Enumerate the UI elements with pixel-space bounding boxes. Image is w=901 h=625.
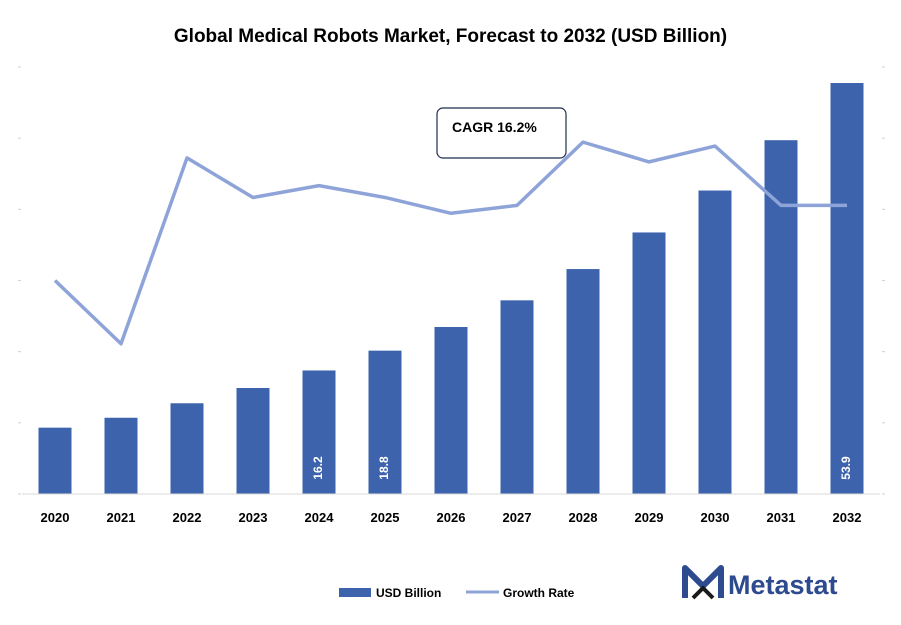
x-tick-label: 2026 xyxy=(437,510,466,525)
legend-label-usd-billion: USD Billion xyxy=(376,586,441,600)
cagr-annotation: CAGR 16.2% xyxy=(436,107,567,159)
x-tick-label: 2023 xyxy=(239,510,268,525)
bar-2028 xyxy=(566,269,600,494)
bar-2031 xyxy=(764,140,798,494)
data-label-2024: 16.2 xyxy=(311,456,325,480)
cagr-label: CAGR 16.2% xyxy=(452,119,537,135)
x-tick-label: 2021 xyxy=(107,510,136,525)
growth-rate-line xyxy=(53,140,848,346)
metastat-m-logo-icon xyxy=(682,565,724,600)
bar-2026 xyxy=(434,327,468,494)
bar-2020 xyxy=(38,427,72,494)
x-tick-label: 2029 xyxy=(635,510,664,525)
bar-2027 xyxy=(500,300,534,494)
x-tick-label: 2022 xyxy=(173,510,202,525)
legend-label-growth-rate: Growth Rate xyxy=(503,586,575,600)
bar-2022 xyxy=(170,403,204,494)
cagr-box xyxy=(436,107,567,159)
x-tick-label: 2030 xyxy=(701,510,730,525)
x-tick-label: 2025 xyxy=(371,510,400,525)
x-tick-label: 2020 xyxy=(41,510,70,525)
bar-2024 xyxy=(302,370,336,494)
bar-2029 xyxy=(632,232,666,494)
brand-name: Metastat xyxy=(728,570,838,600)
legend-swatch-usd-billion xyxy=(339,588,371,597)
bars xyxy=(38,83,864,494)
x-tick-label: 2027 xyxy=(503,510,532,525)
x-tick-label: 2031 xyxy=(767,510,796,525)
bar-2032 xyxy=(830,83,864,494)
bar-2030 xyxy=(698,190,732,494)
legend: USD Billion Growth Rate xyxy=(339,586,575,600)
data-label-2025: 18.8 xyxy=(377,456,391,480)
data-labels: 16.2 18.8 53.9 xyxy=(311,456,853,480)
data-label-2032: 53.9 xyxy=(839,456,853,480)
bar-2021 xyxy=(104,417,138,494)
bar-2025 xyxy=(368,350,402,494)
chart-title: Global Medical Robots Market, Forecast t… xyxy=(173,26,728,47)
x-tick-label: 2024 xyxy=(305,510,335,525)
bar-2023 xyxy=(236,388,270,494)
brand-logo: Metastat xyxy=(682,565,838,600)
x-tick-label: 2032 xyxy=(833,510,862,525)
x-axis-labels: 2020 2021 2022 2023 2024 2025 2026 2027 2028 2029… xyxy=(41,510,862,525)
x-tick-label: 2028 xyxy=(569,510,598,525)
axis-ticks xyxy=(18,66,885,495)
